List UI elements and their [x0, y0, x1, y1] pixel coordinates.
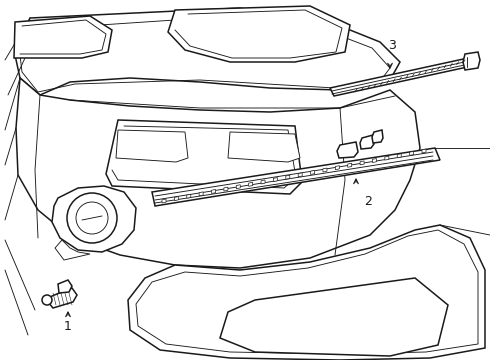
Polygon shape — [168, 6, 350, 62]
Polygon shape — [136, 230, 478, 354]
Polygon shape — [286, 175, 290, 179]
Polygon shape — [48, 288, 77, 308]
Polygon shape — [228, 132, 300, 162]
Polygon shape — [337, 142, 358, 158]
Polygon shape — [199, 192, 203, 196]
Text: 1: 1 — [64, 320, 72, 333]
Polygon shape — [162, 199, 166, 203]
Polygon shape — [187, 194, 191, 198]
Text: 3: 3 — [388, 39, 396, 52]
Polygon shape — [311, 170, 315, 175]
Circle shape — [76, 202, 108, 234]
Polygon shape — [15, 8, 400, 95]
Polygon shape — [348, 163, 352, 167]
Polygon shape — [236, 185, 240, 189]
Polygon shape — [261, 180, 265, 184]
Polygon shape — [385, 156, 389, 160]
Polygon shape — [220, 278, 448, 356]
Polygon shape — [372, 158, 376, 162]
Polygon shape — [360, 161, 364, 165]
Polygon shape — [372, 130, 383, 143]
Polygon shape — [410, 152, 414, 156]
Polygon shape — [335, 166, 340, 170]
Polygon shape — [273, 177, 277, 181]
Polygon shape — [248, 182, 253, 186]
Polygon shape — [323, 168, 327, 172]
Polygon shape — [422, 149, 426, 153]
Polygon shape — [116, 130, 188, 162]
Polygon shape — [16, 78, 420, 268]
Polygon shape — [397, 154, 401, 158]
Polygon shape — [58, 280, 72, 293]
Polygon shape — [330, 58, 472, 96]
Polygon shape — [55, 240, 90, 260]
Polygon shape — [152, 148, 440, 206]
Polygon shape — [106, 120, 302, 194]
Polygon shape — [128, 225, 485, 360]
Text: 2: 2 — [364, 195, 372, 208]
Polygon shape — [14, 16, 112, 58]
Polygon shape — [174, 197, 178, 201]
Polygon shape — [52, 186, 136, 252]
Circle shape — [67, 193, 117, 243]
Polygon shape — [360, 135, 374, 149]
Polygon shape — [298, 173, 302, 177]
Polygon shape — [212, 189, 216, 193]
Circle shape — [42, 295, 52, 305]
Polygon shape — [463, 52, 480, 70]
Polygon shape — [224, 187, 228, 191]
